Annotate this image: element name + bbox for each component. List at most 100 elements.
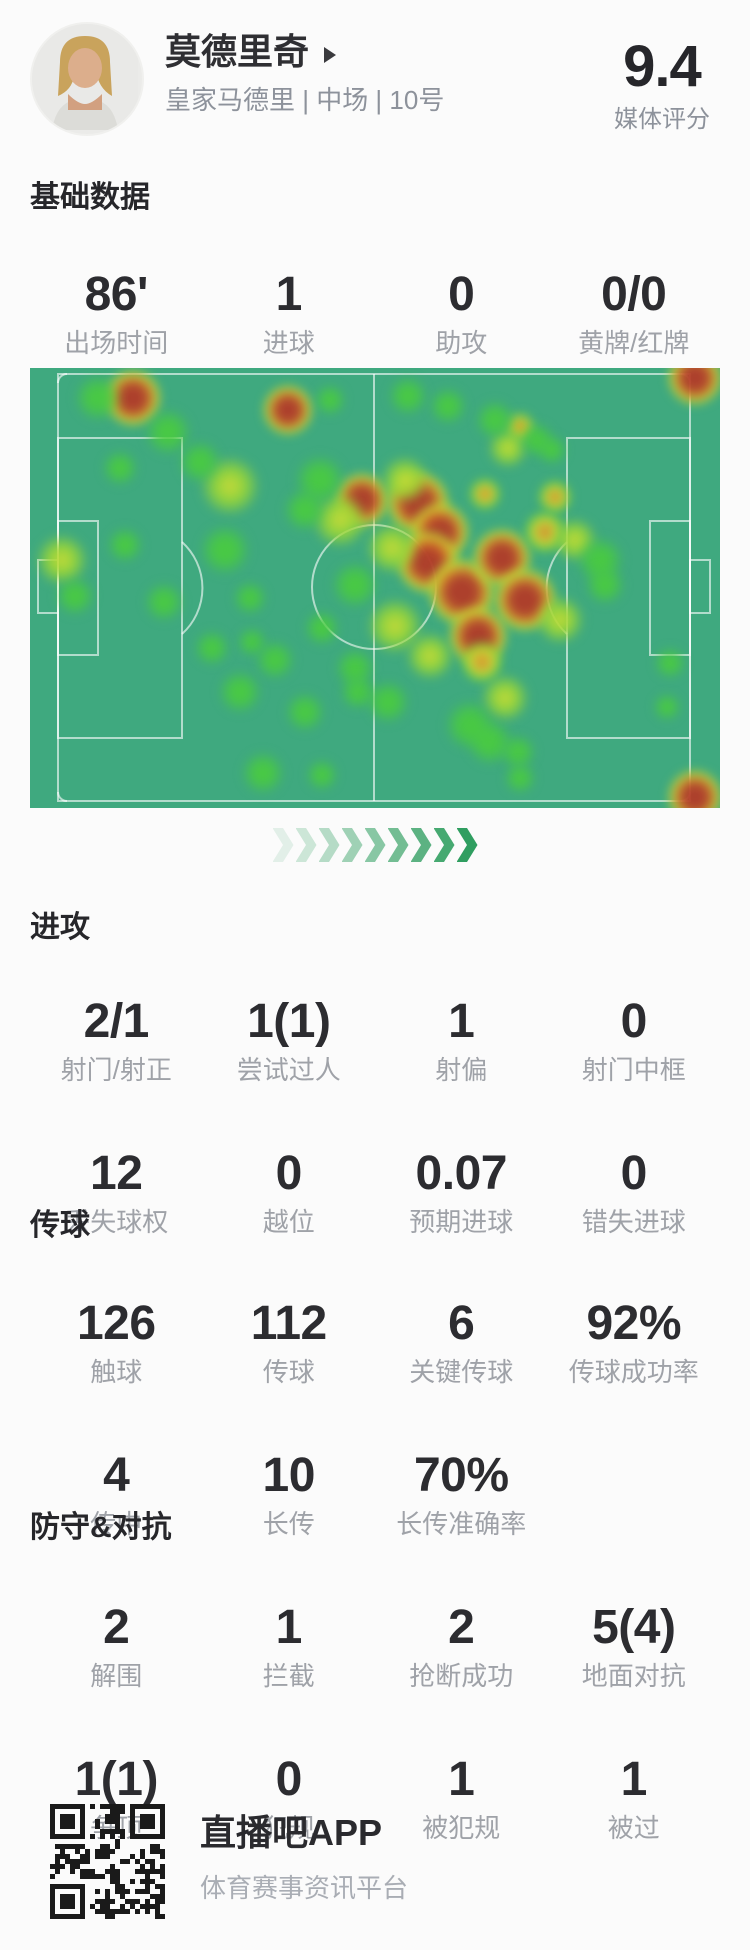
stat-label: 长传准确率 xyxy=(396,1509,527,1539)
stat-cell: 2/1 射门/射正 xyxy=(30,995,203,1085)
stat-cell: 0 助攻 xyxy=(375,268,548,358)
heat-blob xyxy=(406,632,454,680)
stat-value: 1(1) xyxy=(74,1753,159,1806)
heat-blob xyxy=(218,670,262,714)
stat-cell: 2 抢断成功 xyxy=(375,1601,548,1691)
heat-blob xyxy=(381,456,429,504)
stat-label: 错失进球 xyxy=(581,1207,686,1237)
expand-caret-icon[interactable] xyxy=(324,47,336,63)
stat-cell: 12 丢失球权 xyxy=(30,1147,203,1237)
stat-cell: 4 传中 xyxy=(30,1449,203,1539)
stat-label: 传球 xyxy=(262,1357,315,1387)
stat-grid-passing: 126 触球 112 传球 6 关键传球 92% 传球成功率 4 传中 10 长传 70% 长传准确率 xyxy=(30,1297,720,1539)
stat-row: 1(1)争顶0犯规1被犯规1被过 xyxy=(30,1753,720,1843)
heat-blob xyxy=(264,386,312,434)
chevron-icon xyxy=(433,828,455,862)
heat-blob xyxy=(537,435,567,465)
stat-cell: 86' 出场时间 xyxy=(30,268,203,358)
stat-label: 黄牌/红牌 xyxy=(578,328,690,358)
stat-cell: 1 被过 xyxy=(548,1753,721,1843)
player-name[interactable]: 莫德里奇 xyxy=(165,31,310,72)
stat-label: 尝试过人 xyxy=(236,1055,341,1085)
stat-value: 4 xyxy=(103,1449,130,1502)
media-rating-value: 9.4 xyxy=(623,34,702,99)
heat-blob xyxy=(585,565,625,605)
stat-label: 射门中框 xyxy=(581,1055,686,1085)
stat-value: 5(4) xyxy=(592,1601,676,1654)
stat-value: 0/0 xyxy=(601,268,667,321)
stat-label: 触球 xyxy=(90,1357,143,1387)
stat-cell: 10 长传 xyxy=(203,1449,376,1539)
section-title-defense: 防守&对抗 xyxy=(30,1511,172,1544)
stat-cell: 2 解围 xyxy=(30,1601,203,1691)
stat-cell: 92% 传球成功率 xyxy=(548,1297,721,1387)
stat-value: 2/1 xyxy=(83,995,150,1048)
player-team-position: 皇家马德里 | 中场 | 10号 xyxy=(165,85,445,115)
app-description: 体育赛事资讯平台 xyxy=(200,1873,409,1903)
stat-grid-attack: 2/1 射门/射正 1(1) 尝试过人 1 射偏 0 射门中框 12 丢失球权 0 越位 0.07 预期进… xyxy=(30,995,720,1237)
stat-row: 126 触球 112 传球 6 关键传球 92% 传球成功率 xyxy=(30,1297,720,1387)
heat-blob xyxy=(304,610,340,646)
heat-blob xyxy=(314,384,346,416)
heat-blob xyxy=(283,488,327,532)
stat-cell: 1 射偏 xyxy=(375,995,548,1085)
stat-value: 1(1) xyxy=(247,995,331,1048)
stat-label: 被过 xyxy=(607,1813,660,1843)
stat-label: 长传 xyxy=(262,1509,315,1539)
heat-blob xyxy=(366,680,410,724)
stat-label: 犯规 xyxy=(262,1813,315,1843)
stat-value: 126 xyxy=(76,1297,156,1350)
section-title-attack: 进攻 xyxy=(30,911,90,944)
media-rating-label: 媒体评分 xyxy=(614,106,710,133)
stat-row: 86' 出场时间 1 进球 0 助攻 0/0 黄牌/红牌 xyxy=(30,268,720,358)
stat-cell: 0 错失进球 xyxy=(548,1147,721,1237)
stat-value: 86' xyxy=(84,268,149,321)
chevron-icon xyxy=(387,828,409,862)
stat-value: 1 xyxy=(448,995,475,1048)
heat-blob xyxy=(669,368,720,404)
chevron-icon xyxy=(341,828,363,862)
stat-cell: 0 犯规 xyxy=(203,1753,376,1843)
heat-blob xyxy=(536,596,584,644)
chevron-icon xyxy=(410,828,432,862)
stat-label: 助攻 xyxy=(435,328,488,358)
heat-blob xyxy=(178,440,222,484)
stat-label: 出场时间 xyxy=(64,328,169,358)
chevron-icon xyxy=(295,828,317,862)
heat-blob xyxy=(429,387,467,425)
stat-label: 解围 xyxy=(90,1661,143,1691)
stat-value: 2 xyxy=(103,1601,130,1654)
stat-cell: 1 进球 xyxy=(203,268,376,358)
heat-blob xyxy=(475,400,515,440)
stat-row: 2/1 射门/射正 1(1) 尝试过人 1 射偏 0 射门中框 xyxy=(30,995,720,1085)
heat-blob xyxy=(331,561,379,609)
heat-blob xyxy=(107,527,143,563)
stat-value: 112 xyxy=(250,1297,327,1350)
stat-value: 12 xyxy=(90,1147,143,1200)
stat-cell: 5(4) 地面对抗 xyxy=(548,1601,721,1691)
heat-blob xyxy=(669,771,720,808)
heat-blob xyxy=(504,762,536,794)
player-avatar xyxy=(30,22,144,136)
stat-value: 6 xyxy=(448,1297,475,1350)
chevron-icon xyxy=(272,828,294,862)
stat-cell: 126 触球 xyxy=(30,1297,203,1387)
stat-cell: 6 关键传球 xyxy=(375,1297,548,1387)
stat-value: 0 xyxy=(275,1753,303,1806)
heat-blob xyxy=(199,524,251,576)
stat-label: 丢失球权 xyxy=(64,1207,169,1237)
stat-value: 1 xyxy=(448,1753,475,1806)
stat-label: 预期进球 xyxy=(409,1207,514,1237)
heat-blob xyxy=(539,481,571,513)
heat-blob xyxy=(55,576,95,616)
heat-blob xyxy=(144,582,184,622)
heat-blob xyxy=(241,751,285,795)
rating-box: 9.4 媒体评分 xyxy=(614,36,710,134)
heat-blob xyxy=(255,640,295,680)
heat-blob xyxy=(285,692,325,732)
heat-blob xyxy=(388,376,428,416)
stat-label: 传中 xyxy=(90,1509,143,1539)
section-title-basic: 基础数据 xyxy=(30,181,150,214)
heat-blob xyxy=(74,374,122,422)
